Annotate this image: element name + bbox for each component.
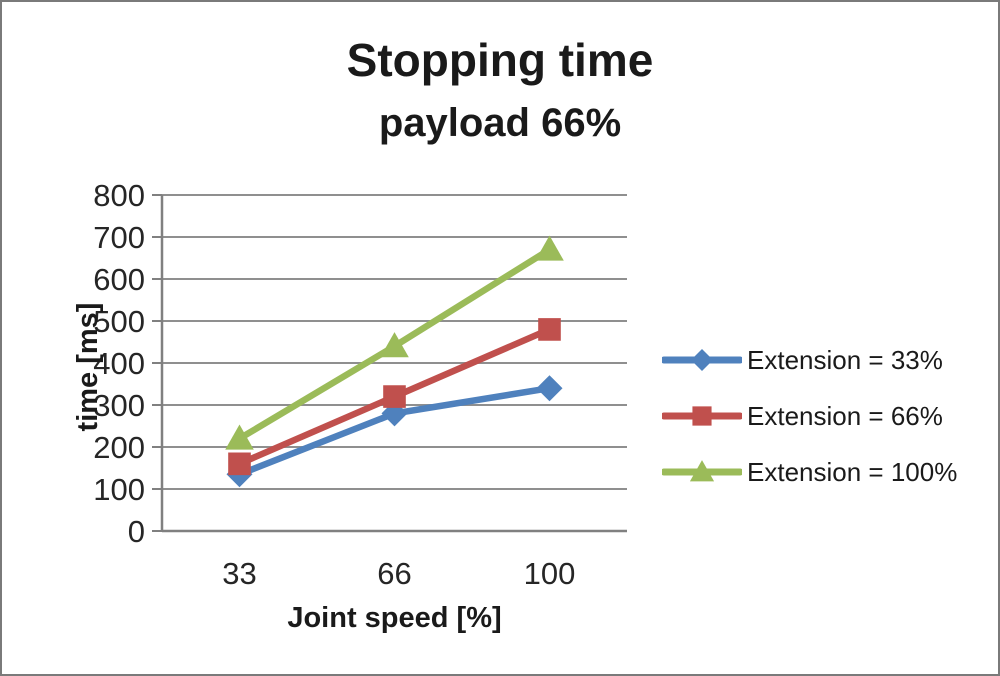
series-marker-triangle bbox=[225, 424, 254, 450]
series-marker-diamond bbox=[536, 375, 563, 402]
legend-label: Extension = 100% bbox=[747, 456, 958, 487]
y-tick-label: 800 bbox=[93, 178, 145, 213]
legend-label: Extension = 66% bbox=[747, 400, 943, 431]
chart-title: Stopping time bbox=[346, 34, 654, 86]
y-tick-label: 700 bbox=[93, 220, 145, 255]
y-tick-label: 0 bbox=[128, 514, 145, 549]
series-marker-triangle bbox=[535, 235, 564, 261]
legend: Extension = 33% Extension = 66% Extension … bbox=[662, 340, 957, 492]
legend-marker bbox=[689, 460, 715, 482]
y-tick-label: 200 bbox=[93, 430, 145, 465]
x-tick-label: 100 bbox=[524, 556, 576, 591]
legend-item: Extension = 33% bbox=[662, 340, 957, 380]
y-tick-label: 100 bbox=[93, 472, 145, 507]
x-axis-title: Joint speed [%] bbox=[287, 602, 502, 634]
y-tick-label: 400 bbox=[93, 346, 145, 381]
x-tick-label: 66 bbox=[377, 556, 411, 591]
series-marker-square bbox=[538, 318, 561, 341]
series-marker-square bbox=[383, 385, 406, 408]
legend-item: Extension = 100% bbox=[662, 452, 957, 492]
y-tick-label: 500 bbox=[93, 304, 145, 339]
series-marker-triangle bbox=[380, 332, 409, 358]
x-tick-label: 33 bbox=[222, 556, 256, 591]
legend-item: Extension = 66% bbox=[662, 396, 957, 436]
legend-marker bbox=[692, 406, 712, 426]
y-tick-label: 600 bbox=[93, 262, 145, 297]
chart-subtitle: payload 66% bbox=[378, 101, 622, 145]
series-marker-square bbox=[228, 452, 251, 476]
legend-triangle-icon bbox=[662, 460, 742, 482]
y-axis-title: time [ms] bbox=[72, 302, 104, 432]
legend-label: Extension = 33% bbox=[747, 344, 943, 375]
legend-marker bbox=[691, 349, 713, 371]
y-tick-label: 300 bbox=[93, 388, 145, 423]
legend-square-icon bbox=[662, 406, 742, 426]
legend-diamond-icon bbox=[662, 349, 742, 371]
